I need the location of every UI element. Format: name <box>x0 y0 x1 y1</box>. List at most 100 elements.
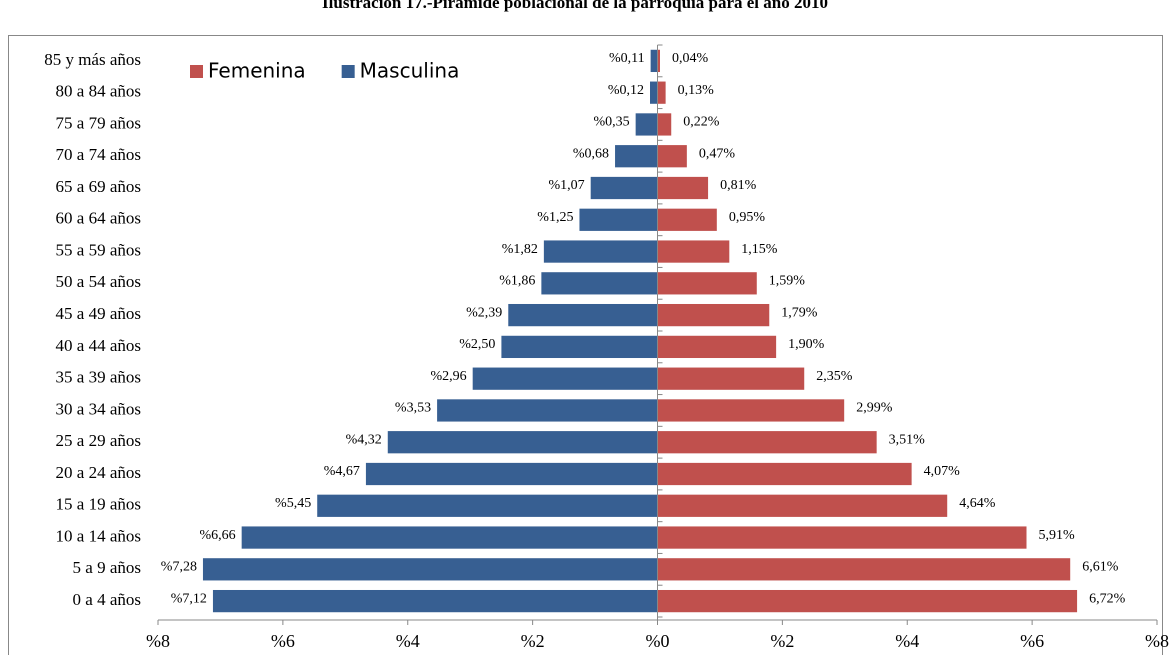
chart-title: Ilustración 17.-Pirámide poblacional de … <box>322 0 828 12</box>
bar <box>317 494 658 517</box>
y-tick-label: 5 a 9 años <box>73 558 141 577</box>
bar <box>650 49 658 73</box>
bar <box>657 335 777 359</box>
bar <box>501 335 658 359</box>
bar <box>657 145 687 168</box>
bar <box>579 208 658 231</box>
y-tick-label: 30 a 34 años <box>56 399 141 418</box>
value-label: %0,11 <box>609 51 645 66</box>
x-tick-label: %2 <box>521 631 545 651</box>
bar <box>437 399 658 422</box>
bar <box>657 81 666 104</box>
value-label: %6,66 <box>199 528 235 543</box>
bar <box>657 113 672 136</box>
y-tick-label: 80 a 84 años <box>56 82 141 101</box>
bar <box>657 399 845 422</box>
y-tick-label: 75 a 79 años <box>56 113 141 132</box>
value-label: 3,51% <box>889 432 926 447</box>
bar <box>657 303 770 327</box>
bar <box>541 272 658 295</box>
value-label: %5,45 <box>275 496 311 511</box>
bar <box>657 208 717 231</box>
y-tick-label: 0 a 4 años <box>73 590 141 609</box>
value-label: 0,22% <box>683 115 720 130</box>
bar <box>508 303 658 327</box>
legend-swatch <box>190 65 203 78</box>
value-label: %0,35 <box>593 115 629 130</box>
bar <box>650 81 658 104</box>
bar <box>635 113 658 136</box>
value-label: %7,28 <box>161 560 197 575</box>
value-label: 2,99% <box>856 401 893 416</box>
value-label: %7,12 <box>171 591 207 606</box>
value-label: 0,95% <box>729 210 766 225</box>
bar <box>472 367 658 390</box>
x-tick-label: %4 <box>895 631 919 651</box>
bar <box>657 431 877 454</box>
value-label: 4,07% <box>924 464 961 479</box>
legend-swatch <box>341 65 355 78</box>
value-label: 5,91% <box>1039 528 1076 543</box>
bar <box>657 589 1078 613</box>
value-label: 1,59% <box>769 274 806 289</box>
x-tick-label: %0 <box>646 631 670 651</box>
y-tick-label: 85 y más años <box>44 50 141 69</box>
y-tick-label: 60 a 64 años <box>56 209 141 228</box>
y-tick-label: 55 a 59 años <box>56 240 141 259</box>
bar <box>657 240 730 263</box>
bar <box>241 526 658 549</box>
y-tick-label: 15 a 19 años <box>56 495 141 514</box>
value-label: 2,35% <box>816 369 853 384</box>
y-tick-label: 35 a 39 años <box>56 368 141 387</box>
x-tick-label: %8 <box>146 631 170 651</box>
y-tick-label: 65 a 69 años <box>56 177 141 196</box>
value-label: 0,47% <box>699 146 736 161</box>
bar <box>657 176 709 200</box>
bar <box>202 558 658 581</box>
y-tick-label: 40 a 44 años <box>56 336 141 355</box>
bar <box>657 558 1071 581</box>
bar <box>365 462 658 486</box>
bar <box>387 431 658 454</box>
bar <box>657 494 948 517</box>
value-label: 0,81% <box>720 178 757 193</box>
bar <box>657 49 660 73</box>
value-label: 1,79% <box>781 305 818 320</box>
value-label: 0,04% <box>672 51 709 66</box>
value-label: %0,68 <box>573 146 609 161</box>
bar <box>615 145 658 168</box>
y-tick-label: 50 a 54 años <box>56 272 141 291</box>
bar <box>657 272 757 295</box>
value-label: %1,25 <box>537 210 573 225</box>
value-label: %3,53 <box>395 401 431 416</box>
bar <box>590 176 658 200</box>
value-label: 6,72% <box>1089 591 1126 606</box>
value-label: 0,13% <box>678 83 715 98</box>
value-label: %2,50 <box>459 337 495 352</box>
value-label: %1,86 <box>499 274 535 289</box>
bar <box>212 589 658 613</box>
value-label: 1,90% <box>788 337 825 352</box>
legend-label: Femenina <box>208 59 306 83</box>
bar <box>543 240 658 263</box>
y-tick-label: 10 a 14 años <box>56 526 141 545</box>
value-label: %1,82 <box>502 242 538 257</box>
chart-border <box>8 35 1163 655</box>
x-tick-label: %6 <box>271 631 295 651</box>
x-tick-label: %6 <box>1020 631 1044 651</box>
value-label: 4,64% <box>959 496 996 511</box>
value-label: %2,39 <box>466 305 502 320</box>
x-tick-label: %4 <box>396 631 420 651</box>
value-label: %2,96 <box>431 369 467 384</box>
value-label: %4,67 <box>324 464 360 479</box>
value-label: %4,32 <box>346 432 382 447</box>
value-label: %0,12 <box>608 83 644 98</box>
x-tick-label: %2 <box>770 631 794 651</box>
value-label: 1,15% <box>741 242 778 257</box>
bar <box>657 367 805 390</box>
legend-label: Masculina <box>360 59 460 83</box>
bar <box>657 526 1027 549</box>
y-tick-label: 70 a 74 años <box>56 145 141 164</box>
y-tick-label: 20 a 24 años <box>56 463 141 482</box>
